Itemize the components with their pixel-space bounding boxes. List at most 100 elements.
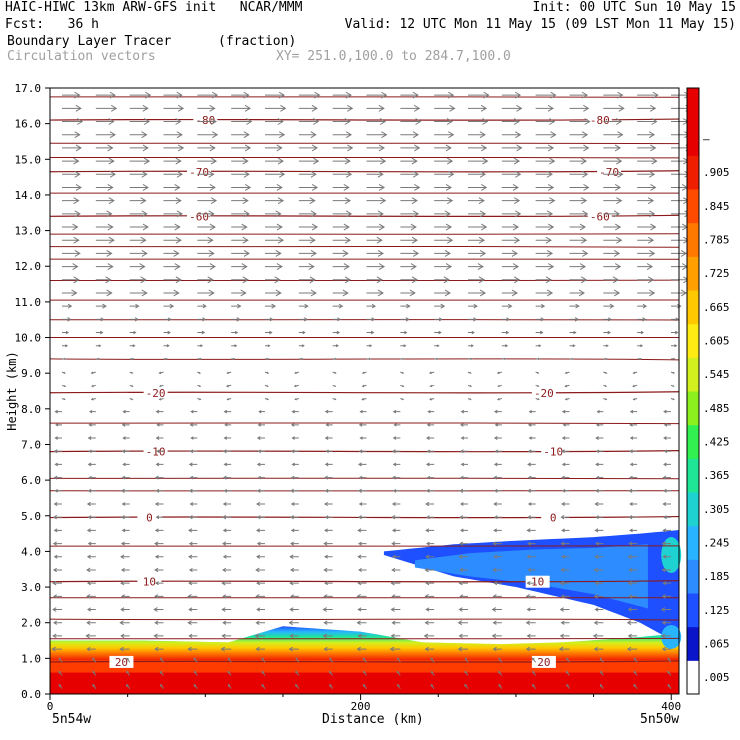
circulation-vector — [535, 157, 556, 165]
circulation-vector — [595, 488, 604, 493]
circulation-vector — [366, 317, 376, 322]
circulation-vector — [197, 184, 216, 191]
circulation-vector — [265, 317, 274, 322]
circulation-vector — [359, 436, 367, 440]
circulation-vector — [265, 170, 286, 178]
isotherm-label-bg — [187, 210, 212, 223]
circulation-vector — [425, 501, 435, 507]
circulation-vector — [129, 276, 147, 284]
circulation-vector — [569, 289, 586, 297]
circulation-vector — [92, 657, 97, 663]
circulation-vector — [91, 384, 96, 388]
circulation-vector — [535, 317, 545, 322]
circulation-vector — [559, 580, 570, 586]
circulation-vector — [492, 567, 502, 573]
circulation-vector — [569, 118, 591, 125]
circulation-vector — [256, 581, 265, 586]
circulation-vector — [362, 683, 367, 689]
circulation-vector — [197, 236, 214, 244]
circulation-vector — [434, 317, 443, 322]
circulation-vector — [257, 475, 265, 480]
circulation-vector — [535, 91, 557, 99]
circulation-vector — [324, 581, 333, 586]
circulation-vector — [62, 317, 72, 322]
circulation-vector — [527, 449, 536, 454]
circulation-vector — [599, 657, 604, 663]
circulation-vector — [62, 118, 84, 125]
colorbar-swatch — [687, 492, 699, 527]
circulation-vector — [298, 184, 319, 191]
circulation-vector — [332, 91, 352, 99]
isotherm-label-bg — [541, 511, 566, 524]
circulation-vector — [159, 670, 164, 676]
circulation-vector — [468, 210, 487, 218]
circulation-vector — [298, 330, 306, 335]
colorbar-label: .425 — [703, 436, 730, 449]
circulation-vector — [494, 449, 502, 453]
circulation-vector — [564, 371, 570, 375]
circulation-vector — [492, 620, 502, 625]
circulation-vector — [290, 502, 299, 506]
circulation-vector — [501, 210, 522, 218]
circulation-vector — [424, 646, 435, 652]
circulation-vector — [632, 384, 638, 388]
isotherm-label-bg — [597, 165, 622, 178]
circulation-vector — [366, 131, 388, 139]
circulation-vector — [468, 170, 487, 178]
circulation-vector — [295, 670, 300, 676]
circulation-vector — [569, 223, 587, 231]
circulation-vector — [255, 594, 265, 599]
isotherm-line — [49, 580, 680, 583]
x-tick-label: 200 — [351, 700, 371, 713]
circulation-vector — [163, 236, 182, 244]
circulation-vector — [222, 528, 232, 533]
circulation-vector — [129, 236, 147, 244]
circulation-vector — [119, 646, 130, 652]
circulation-vector — [400, 104, 421, 112]
circulation-vector — [95, 131, 116, 139]
circulation-vector — [52, 541, 62, 546]
circulation-vector — [160, 683, 164, 689]
circulation-vector — [603, 210, 621, 218]
circulation-vector — [637, 249, 656, 257]
circulation-vector — [62, 144, 82, 152]
circulation-vector — [62, 263, 79, 271]
circulation-vector — [595, 541, 604, 546]
circulation-vector — [231, 131, 250, 139]
circulation-vector — [163, 170, 183, 178]
circulation-vector — [163, 303, 175, 309]
circulation-vector — [88, 449, 96, 454]
circulation-vector — [62, 170, 81, 178]
circulation-vector — [566, 683, 570, 689]
circulation-vector — [424, 567, 435, 573]
circulation-vector — [494, 423, 502, 427]
circulation-vector — [603, 184, 622, 191]
circulation-vector — [222, 541, 232, 546]
circulation-vector — [464, 670, 469, 676]
circulation-vector — [62, 236, 80, 244]
circulation-vector — [358, 567, 367, 572]
circulation-vector — [629, 528, 638, 533]
field-name: Boundary Layer Tracer — [7, 34, 172, 49]
colorbar-label: .725 — [703, 267, 730, 280]
isotherm-label: -10 — [543, 446, 563, 459]
circulation-vector — [188, 541, 198, 546]
circulation-vector — [627, 554, 638, 559]
circulation-vector — [629, 462, 638, 467]
circulation-vector — [628, 515, 638, 520]
circulation-vector — [357, 528, 367, 533]
circulation-vector — [425, 462, 435, 467]
circulation-vector — [468, 263, 484, 271]
circulation-vector — [95, 184, 114, 191]
circulation-vector — [265, 344, 271, 348]
circulation-vector — [459, 422, 468, 427]
circulation-vector — [493, 554, 502, 559]
circulation-vector — [561, 528, 570, 533]
circulation-vector — [197, 357, 202, 361]
vector-label: Circulation vectors — [7, 49, 156, 64]
circulation-vector — [129, 344, 136, 348]
circulation-vector — [400, 236, 419, 244]
circulation-vector — [323, 620, 333, 625]
colorbar-swatch — [687, 323, 699, 358]
circulation-vector — [493, 488, 502, 493]
